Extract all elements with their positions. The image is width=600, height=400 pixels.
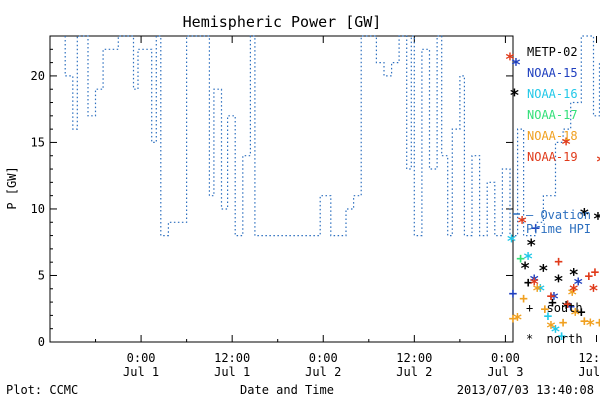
x-tick-date: Jul 2 [305, 365, 341, 379]
data-point-noaa-18: * [532, 281, 542, 301]
x-tick-time: 0:00 [491, 351, 520, 365]
satellite-legend: METP-02 NOAA-15 NOAA-16 NOAA-17 NOAA-18 NOAA-… [527, 45, 578, 164]
marker-legend-north: * north [526, 332, 583, 346]
x-tick-date: Jul 3 [578, 365, 600, 379]
data-point-noaa-19: * [517, 214, 527, 234]
south-marker-label: south [546, 301, 582, 315]
data-point-noaa-19: + [591, 264, 599, 280]
data-point-noaa-19: * [588, 281, 598, 301]
legend-entry-noaa-16: NOAA-16 [527, 87, 578, 101]
ovation-label-line1: – Ovation [526, 208, 591, 222]
data-point-metp-02: * [579, 206, 589, 226]
x-tick-date: Jul 2 [396, 365, 432, 379]
x-tick-date: Jul 1 [214, 365, 250, 379]
data-point-noaa-15: * [549, 289, 559, 309]
data-point-noaa-15: + [509, 286, 517, 302]
data-point-metp-02: * [593, 210, 600, 230]
x-tick-date: Jul 3 [487, 365, 523, 379]
data-point-metp-02: * [553, 272, 563, 292]
data-point-noaa-19: + [585, 268, 593, 284]
data-point-noaa-16: * [506, 232, 516, 252]
y-tick-label: 0 [38, 335, 45, 349]
y-tick-label: 10 [31, 202, 45, 216]
x-tick-time: 12:00 [578, 351, 600, 365]
plot-timestamp: 2013/07/03 13:40:08 [457, 383, 594, 397]
data-point-noaa-15: + [566, 299, 574, 315]
legend-entry-noaa-15: NOAA-15 [527, 66, 578, 80]
ovation-label-line2: Prime HPI [526, 222, 591, 236]
data-point-noaa-15: * [511, 55, 521, 75]
data-point-metp-02: + [548, 295, 556, 311]
x-tick-time: 12:00 [214, 351, 250, 365]
data-point-noaa-16: * [550, 323, 560, 343]
data-point-metp-02: + [524, 275, 532, 291]
data-point-noaa-18: * [585, 316, 595, 336]
y-axis-label: P [GW] [5, 166, 19, 209]
x-axis-label: Date and Time [240, 383, 334, 397]
data-point-noaa-18: * [570, 305, 580, 325]
data-point-noaa-19: * [569, 281, 579, 301]
x-tick-date: Jul 1 [123, 365, 159, 379]
data-point-noaa-19: * [529, 275, 539, 295]
chart-title: Hemispheric Power [GW] [183, 13, 382, 31]
data-point-noaa-16: * [535, 281, 545, 301]
data-point-noaa-15: * [573, 275, 583, 295]
legend-entry-noaa-18: NOAA-18 [527, 129, 578, 143]
y-tick-label: 20 [31, 69, 45, 83]
data-point-noaa-17: + [516, 251, 524, 267]
data-point-noaa-15: * [529, 272, 539, 292]
data-point-noaa-19: * [561, 135, 571, 155]
data-point-noaa-18: + [580, 314, 588, 330]
data-point-metp-02: * [520, 259, 530, 279]
data-point-metp-02: * [561, 299, 571, 319]
data-point-noaa-18: * [567, 285, 577, 305]
north-marker-label: north [546, 332, 582, 346]
plot-source: Plot: CCMC [6, 383, 78, 397]
x-tick-time: 12:00 [396, 351, 432, 365]
x-tick-time: 0:00 [309, 351, 338, 365]
plot-frame [49, 35, 514, 343]
y-tick-label: 5 [38, 268, 45, 282]
data-point-noaa-19: + [563, 296, 571, 312]
y-tick-labels: 0 5 10 15 20 [31, 69, 45, 349]
south-marker-symbol: + [526, 301, 533, 315]
legend-entry-noaa-17: NOAA-17 [527, 108, 578, 122]
data-point-noaa-18: + [595, 315, 600, 331]
axis-ticks [50, 36, 597, 343]
data-point-noaa-16: + [557, 328, 565, 344]
x-tick-time: 0:00 [127, 351, 156, 365]
data-point-noaa-18: + [541, 302, 549, 318]
data-point-metp-02: * [509, 86, 519, 106]
data-point-noaa-18: * [512, 311, 522, 331]
north-marker-symbol: * [526, 332, 533, 346]
data-point-noaa-19: + [554, 254, 562, 270]
data-point-noaa-16: + [544, 308, 552, 324]
data-point-noaa-18: + [559, 315, 567, 331]
data-point-metp-02: * [526, 236, 536, 256]
data-point-noaa-15: + [532, 221, 540, 237]
legend-entry-noaa-19: NOAA-19 [527, 150, 578, 164]
data-point-noaa-18: + [519, 291, 527, 307]
legend-entry-metp-02: METP-02 [527, 45, 578, 59]
data-point-noaa-19: * [505, 50, 515, 70]
data-point-noaa-18: * [546, 319, 556, 339]
satellite-points: *********+++*++***+***+*+++*+*+*+*+*+***… [505, 50, 600, 344]
data-point-metp-02: + [577, 304, 585, 320]
y-tick-label: 15 [31, 135, 45, 149]
data-point-noaa-19: + [547, 288, 555, 304]
data-point-noaa-19: * [596, 152, 600, 172]
data-point-metp-02: * [569, 265, 579, 285]
marker-legend-south: + south [526, 301, 583, 315]
data-point-noaa-16: * [523, 250, 533, 270]
data-point-metp-02: * [538, 261, 548, 281]
data-point-noaa-18: + [509, 311, 517, 327]
